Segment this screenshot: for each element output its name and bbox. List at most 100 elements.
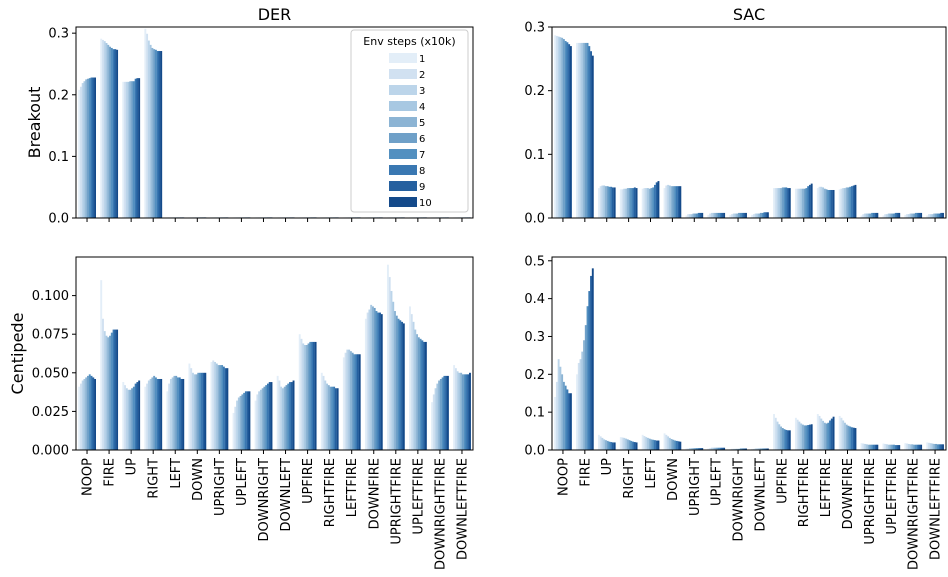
legend-entry-9: 9 [419,182,425,193]
bar-downrightfire-step-9 [918,212,921,218]
bar-up-step-1 [122,382,125,450]
bar-upleftfire-step-3 [886,444,888,450]
bar-left-step-7 [652,439,655,450]
bar-downfire-step-7 [849,186,852,218]
bar-downleftfire-step-5 [933,213,936,218]
bar-downleft-step-7 [287,383,290,450]
x-tick-label-up: UP [600,458,615,476]
bar-up-step-8 [134,383,137,450]
bar-up-step-8 [134,78,137,218]
legend-swatch-7 [389,149,417,159]
bar-downfire-step-2 [366,312,369,450]
bar-fire-step-8 [112,329,115,450]
bar-downrightfire-step-2 [906,214,909,218]
bar-downrightfire-step-1 [904,443,907,450]
bar-downfire-step-9 [379,312,381,450]
bar-right-step-1 [144,28,147,218]
bar-fire-step-3 [103,41,106,218]
bar-leftfire-step-8 [355,354,358,450]
bar-noop-step-7 [88,78,91,218]
x-tick-label-down: DOWN [191,458,206,501]
bar-fire-step-5 [107,337,110,450]
legend-entry-3: 3 [419,86,425,97]
bar-leftfire-step-7 [353,354,356,450]
bar-downfire-step-7 [849,426,852,450]
bar-upfire-step-9 [787,430,789,450]
bar-leftfire-step-6 [825,423,828,450]
bar-up-step-3 [125,81,128,218]
bar-downleft-step-8 [763,212,766,218]
bar-up-step-3 [601,185,604,218]
bar-uprightfire-step-4 [865,444,868,450]
x-tick-label-downfire: DOWNFIRE [841,458,856,529]
bar-upfire-step-7 [783,429,786,450]
x-tick-label-upleft: UPLEFT [235,458,250,506]
bar-noop-step-10 [94,77,96,219]
bar-noop-step-8 [90,77,93,219]
bar-right-step-1 [144,386,147,450]
bar-noop-step-3 [81,83,84,218]
bar-rightfire-step-3 [798,188,801,218]
bar-downright-step-8 [741,212,744,218]
bar-fire-step-10 [591,55,594,219]
bar-left-step-4 [647,188,649,218]
x-tick-label-left: LEFT [169,458,184,489]
bar-rightfire-step-3 [324,380,327,450]
bar-downleftfire-step-10 [942,212,944,218]
bar-fire-step-5 [107,44,110,219]
bar-upleftfire-step-10 [898,445,901,450]
bar-downleft-step-3 [280,386,283,450]
bar-rightfire-step-10 [810,183,813,218]
bar-down-step-3 [667,436,670,450]
bar-downrightfire-step-7 [914,444,917,450]
x-tick-label-up: UP [125,458,140,476]
x-tick-label-right: RIGHT [622,458,637,499]
bar-upleft-step-5 [714,447,717,450]
y-tick-label: 0.0 [524,212,545,227]
bar-upleft-step-10 [723,447,726,450]
bar-down-step-7 [199,372,201,450]
bar-downleft-step-6 [759,212,762,218]
bar-downfire-step-4 [844,422,846,450]
bar-uprightfire-step-1 [386,264,389,450]
bar-upleft-step-5 [714,212,717,218]
bar-right-step-6 [153,49,156,219]
bar-uprightfire-step-1 [860,443,863,450]
bar-down-step-5 [195,374,198,450]
bar-noop-step-10 [94,378,96,450]
bar-upleftfire-step-3 [412,321,415,450]
bar-down-step-2 [190,368,193,450]
bar-downleft-step-3 [754,448,757,450]
bar-fire-step-9 [114,329,117,450]
bar-leftfire-step-1 [342,357,345,450]
bar-downleftfire-step-1 [926,442,929,450]
bar-downleftfire-step-3 [456,371,459,450]
bar-rightfire-step-4 [800,188,803,218]
y-tick-label: 0.050 [32,366,69,381]
bar-uprightfire-step-5 [867,213,870,218]
bar-rightfire-step-4 [326,383,329,450]
bar-downright-step-1 [254,400,257,450]
bar-fire-step-2 [577,362,580,450]
bar-downfire-step-2 [840,188,843,218]
bar-upright-step-1 [685,448,688,450]
bar-uprightfire-step-8 [399,320,402,450]
bar-downright-step-3 [258,391,261,450]
bar-noop-step-6 [562,39,565,218]
bar-upright-step-7 [221,365,224,450]
bar-noop-step-2 [79,383,82,450]
bar-downleft-step-6 [759,448,762,450]
x-tick-label-leftfire: LEFTFIRE [819,458,834,517]
bar-fire-step-4 [581,42,584,218]
bar-noop-step-6 [87,78,89,218]
bar-upright-step-3 [689,448,691,450]
bar-rightfire-step-2 [796,188,799,218]
bar-fire-step-10 [116,329,119,450]
bar-fire-step-1 [100,38,103,219]
bar-uprightfire-step-6 [869,213,872,218]
bar-left-step-8 [178,377,181,450]
bar-upright-step-5 [692,448,695,450]
bar-upleftfire-step-9 [896,445,899,450]
bar-fire-step-6 [584,42,587,218]
